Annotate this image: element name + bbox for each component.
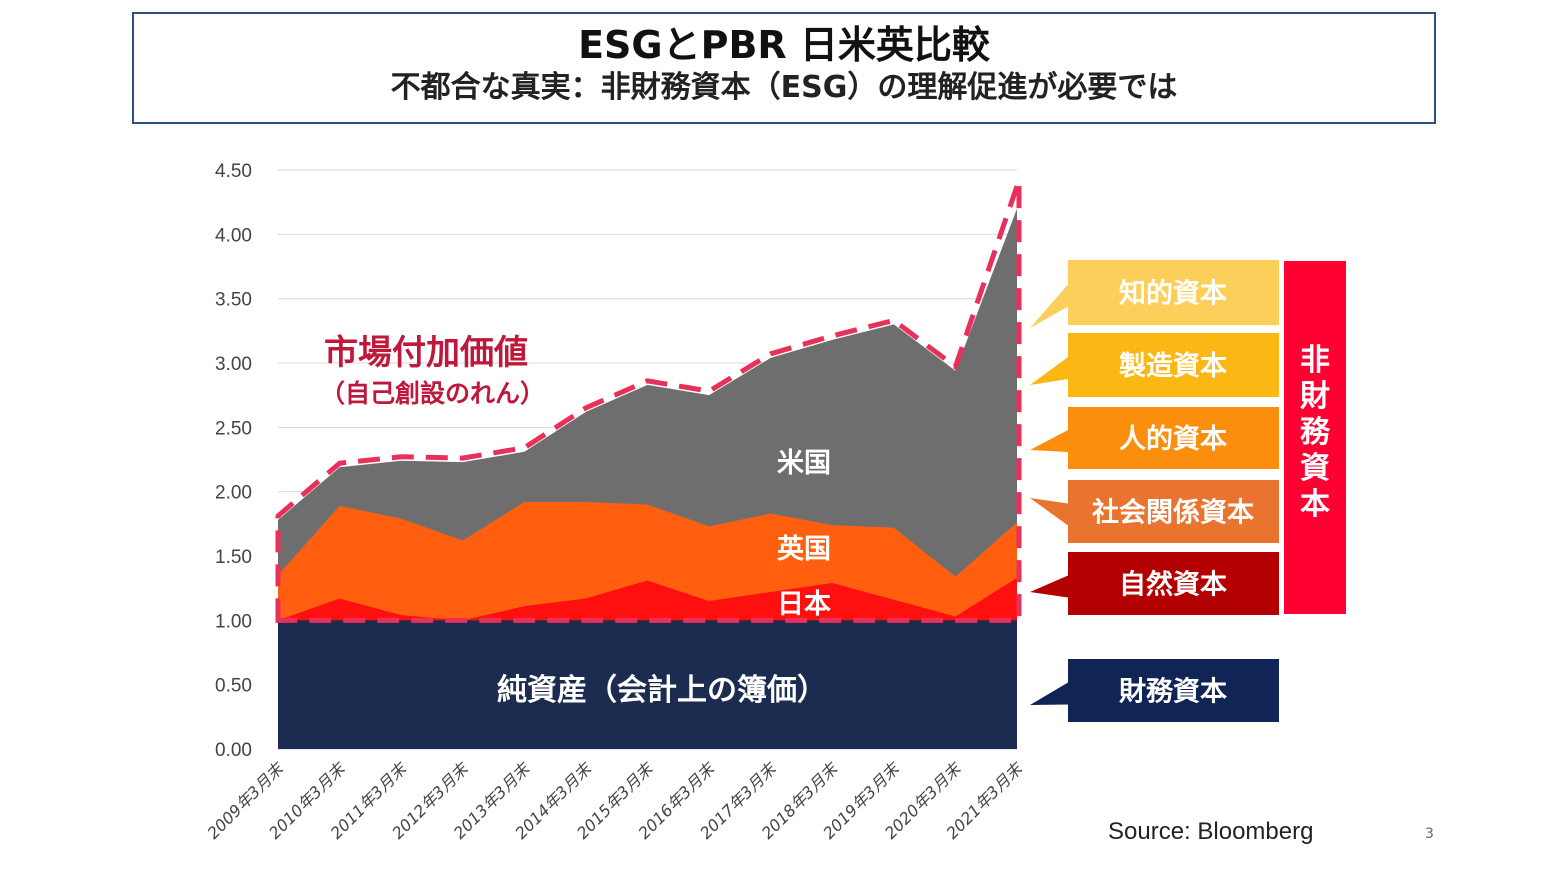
source-note: Source: Bloomberg [1108,818,1314,845]
series-label-japan: 日本 [777,589,831,620]
series-label-uk: 英国 [777,534,831,565]
legend-label: 自然資本 [1119,569,1227,601]
legend-item: 社会関係資本 [1030,480,1279,543]
market-value-added-label: 市場付加価値 [324,333,528,373]
legend-label: 財務資本 [1119,677,1227,708]
y-tick-label: 4.00 [215,225,252,246]
y-tick-label: 0.00 [215,740,252,761]
y-tick-label: 3.50 [215,290,252,311]
legend-item: 自然資本 [1030,552,1279,615]
market-value-added-sublabel: （自己創設のれん） [320,379,545,408]
non-financial-capital-bar [1284,261,1346,614]
y-tick-label: 3.00 [215,354,252,375]
callout-pointer [1030,682,1068,705]
page-subtitle: 不都合な真実：非財務資本（ESG）の理解促進が必要では [390,70,1178,105]
y-tick-label: 1.50 [215,547,252,568]
y-tick-label: 4.50 [215,161,252,182]
legend-box [1068,659,1279,722]
legend-item: 知的資本 [1030,260,1279,328]
page-title: ESGとPBR 日米英比較 [578,23,990,67]
legend-item: 人的資本 [1030,407,1279,469]
callout-pointer [1030,430,1068,452]
callout-pointer [1030,575,1068,598]
legend-label: 知的資本 [1119,278,1227,310]
y-tick-label: 0.50 [215,676,252,697]
legend-box [1068,480,1279,543]
net-assets-label: 純資産（会計上の簿価） [497,673,827,708]
y-tick-label: 1.00 [215,611,252,632]
series-label-us: 米国 [777,448,831,479]
y-tick-label: 2.00 [215,483,252,504]
title-box: ESGとPBR 日米英比較 不都合な真実：非財務資本（ESG）の理解促進が必要で… [132,12,1436,124]
net-assets-area [278,620,1017,749]
legend-box [1068,333,1279,397]
legend-item: 財務資本 [1030,659,1279,722]
legend-item: 製造資本 [1030,333,1279,397]
callout-pointer [1030,284,1068,328]
legend-box [1068,260,1279,325]
y-tick-label: 2.50 [215,418,252,439]
legend-box [1068,552,1279,615]
callout-pointer [1030,357,1068,385]
legend-box [1068,407,1279,469]
callout-pointer [1030,498,1068,526]
page-number: 3 [1425,826,1434,842]
legend-label: 人的資本 [1119,423,1227,455]
legend-label: 社会関係資本 [1092,497,1254,529]
market-value-outline [275,179,1022,623]
non-financial-capital-label: 非財務資本 [1300,343,1331,522]
legend-label: 製造資本 [1119,351,1227,382]
